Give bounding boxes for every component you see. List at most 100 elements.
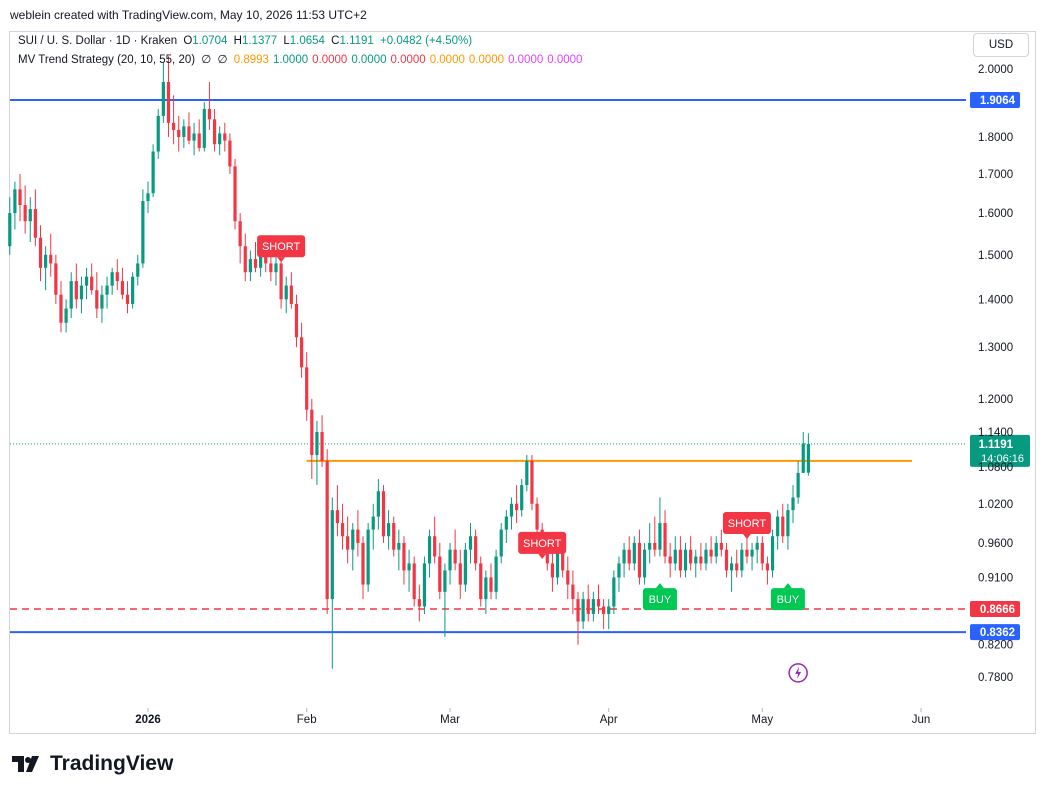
signal-pointer xyxy=(277,257,286,263)
candle-body xyxy=(376,491,380,517)
candle-body xyxy=(223,133,227,141)
candle-body xyxy=(402,542,406,571)
candle-body xyxy=(417,599,421,607)
candle-body xyxy=(335,510,340,524)
candle-body xyxy=(453,549,457,564)
candle-body xyxy=(719,542,723,550)
x-tick-label: Feb xyxy=(297,714,317,726)
y-tick-label: 2.0000 xyxy=(978,64,1013,76)
y-tick-label: 1.7000 xyxy=(978,169,1013,181)
candle-body xyxy=(724,549,729,571)
indicator-value: 0.0000 xyxy=(547,54,583,66)
candle-body xyxy=(38,237,43,268)
candle-body xyxy=(525,460,529,486)
y-tick-label: 1.0800 xyxy=(978,462,1013,474)
candle-body xyxy=(69,281,73,309)
indicator-legend: MV Trend Strategy (20, 10, 55, 20) ∅ ∅ 0… xyxy=(18,52,589,66)
candle-body xyxy=(760,542,764,564)
candle-body xyxy=(504,516,508,530)
x-tick-label: Apr xyxy=(600,714,618,726)
candle-body xyxy=(212,119,217,145)
candle-body xyxy=(448,549,452,571)
candle-body xyxy=(177,129,181,138)
candle-body xyxy=(381,491,386,537)
candle-body xyxy=(392,523,396,550)
candle-body xyxy=(361,542,365,585)
candle-body xyxy=(520,485,524,511)
last-price-label: 1.1191 xyxy=(978,439,1013,451)
candle-body xyxy=(468,536,473,550)
candle-body xyxy=(617,563,621,578)
symbol-name[interactable]: SUI / U. S. Dollar · 1D · Kraken xyxy=(18,35,178,47)
candle-body xyxy=(397,542,401,550)
signal-pointer xyxy=(655,583,664,589)
candle-body xyxy=(514,503,519,511)
indicator-hidden-icon: ∅ xyxy=(201,54,212,66)
candle-body xyxy=(44,254,48,268)
candle-body xyxy=(729,563,734,571)
signal-text: SHORT xyxy=(728,518,767,530)
candle-body xyxy=(494,556,498,592)
candle-body xyxy=(351,529,355,550)
candle-body xyxy=(499,529,503,557)
candle-body xyxy=(806,443,810,473)
candle-body xyxy=(146,193,150,202)
candle-body xyxy=(801,443,805,473)
currency-button[interactable]: USD xyxy=(973,33,1029,57)
candle-body xyxy=(187,126,191,141)
candle-body xyxy=(566,570,570,585)
candle-body xyxy=(330,510,334,600)
y-tick-label: 0.9600 xyxy=(978,538,1013,550)
candle-body xyxy=(366,529,370,585)
candle-body xyxy=(141,201,145,264)
candle-body xyxy=(115,272,119,282)
price-level-label: 1.9064 xyxy=(980,95,1016,107)
candle-body xyxy=(95,290,99,309)
candles xyxy=(8,56,810,669)
candle-body xyxy=(591,599,595,614)
close-value: 1.1191 xyxy=(339,35,374,47)
candle-body xyxy=(131,276,135,304)
candle-body xyxy=(740,549,744,571)
buy-signal-label xyxy=(642,588,677,611)
candle-body xyxy=(284,285,288,300)
candle-body xyxy=(422,563,427,607)
candle-body xyxy=(484,577,488,600)
candle-body xyxy=(694,556,698,564)
candle-body xyxy=(735,563,739,571)
candle-body xyxy=(637,542,642,578)
candle-body xyxy=(18,189,22,206)
indicator-value: 0.0000 xyxy=(390,54,426,66)
candle-body xyxy=(673,549,677,564)
y-tick-label: 1.5000 xyxy=(978,250,1013,262)
candle-body xyxy=(202,108,206,148)
candle-body xyxy=(356,529,360,543)
axes: 2.0000 1.8000 1.7000 1.6000 1.5000 1.4000 1.30… xyxy=(135,64,1013,726)
candle-body xyxy=(259,254,263,268)
candle-body xyxy=(791,497,795,511)
candle-body xyxy=(320,431,324,461)
signal-pointer xyxy=(783,583,792,589)
candle-body xyxy=(678,549,682,571)
candle-body xyxy=(714,542,718,557)
candle-body xyxy=(622,549,626,564)
candle-body xyxy=(561,549,565,571)
candle-body xyxy=(90,276,94,291)
candle-body xyxy=(218,133,222,145)
candle-body xyxy=(576,599,580,622)
candle-body xyxy=(289,285,293,304)
candle-body xyxy=(100,294,104,309)
candle-body xyxy=(120,281,125,295)
brand-name: TradingView xyxy=(50,752,174,775)
indicator-value: 1.0000 xyxy=(272,54,309,66)
candle-body xyxy=(663,523,667,557)
short-signal-label xyxy=(518,531,567,554)
candle-body xyxy=(110,272,114,286)
indicator-name[interactable]: MV Trend Strategy (20, 10, 55, 20) xyxy=(18,54,196,66)
x-tick-label: Jun xyxy=(912,714,931,726)
candle-body xyxy=(627,549,631,564)
candle-body xyxy=(274,263,278,273)
candle-body xyxy=(535,503,539,530)
candle-body xyxy=(586,599,590,614)
